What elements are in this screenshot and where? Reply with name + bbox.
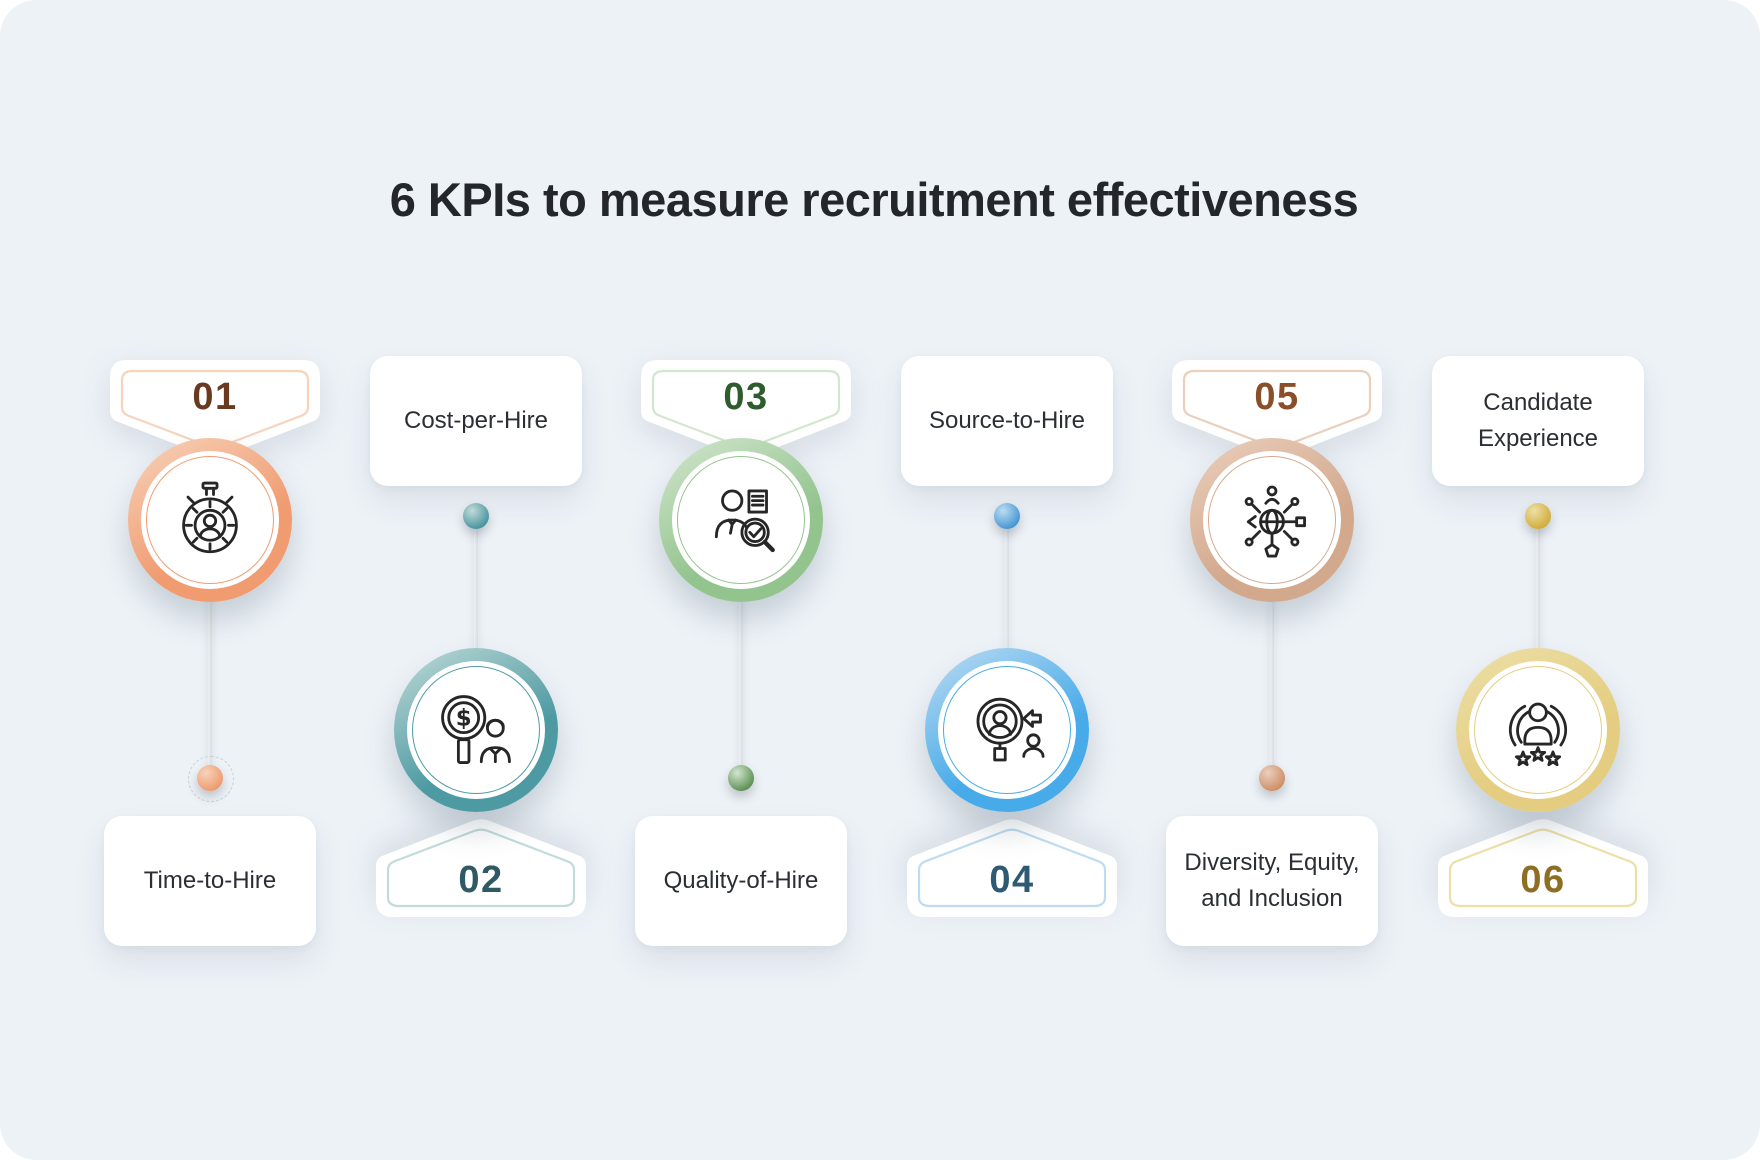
badge-shape: [1438, 819, 1648, 917]
kpi-column-time-to-hire: 01 Time-to-Hire: [90, 0, 330, 1160]
kpi-column-source-to-hire: Source-to-Hire: [887, 0, 1127, 1160]
kpi-label: Candidate Experience: [1477, 389, 1599, 452]
connector-line: [1536, 516, 1540, 734]
kpi-label-card: Quality-of-Hire: [635, 816, 847, 946]
quality-check-magnifier-icon: [714, 489, 775, 553]
kpi-label: Time-to-Hire: [143, 867, 277, 894]
step-number-badge: 02: [376, 817, 586, 917]
step-number: 02: [458, 859, 504, 901]
dashed-ring: [188, 756, 234, 802]
step-number: 04: [989, 859, 1035, 901]
kpi-column-cost-per-hire: Cost-per-Hire $: [356, 0, 596, 1160]
step-number-badge: 04: [907, 817, 1117, 917]
step-number-badge: 06: [1438, 817, 1648, 917]
kpi-column-quality-of-hire: 03 Quality-of-Hire: [621, 0, 861, 1160]
connector-dot: [1259, 765, 1285, 791]
step-number: 05: [1254, 376, 1300, 418]
connector-line: [1270, 520, 1274, 778]
connector-line: [739, 520, 743, 778]
kpi-column-candidate-experience: Candidate Experience: [1418, 0, 1658, 1160]
cost-magnifier-person-icon: $: [441, 695, 511, 764]
kpi-icon-circle: [925, 648, 1089, 812]
kpi-label-card: Cost-per-Hire: [370, 356, 582, 486]
candidate-rating-stars-icon: [1508, 702, 1568, 767]
badge-shape: [376, 819, 586, 917]
step-number: 03: [723, 376, 769, 418]
connector-line: [1005, 516, 1009, 734]
step-number: 06: [1520, 859, 1566, 901]
kpi-label-card: Candidate Experience: [1432, 356, 1644, 486]
dei-network-globe-icon: [1244, 485, 1306, 558]
connector-dot: [994, 503, 1020, 529]
connector-dot: [197, 765, 223, 791]
kpi-label-card: Time-to-Hire: [104, 816, 316, 946]
connector-dot: [728, 765, 754, 791]
kpi-label-card: Diversity, Equity, and Inclusion: [1166, 816, 1378, 946]
kpi-icon-circle: $: [394, 648, 558, 812]
sourcing-magnifier-person-icon: [976, 697, 1045, 762]
step-number: 01: [192, 376, 238, 418]
connector-dot: [463, 503, 489, 529]
connector-line: [208, 520, 212, 778]
page-title: 6 KPIs to measure recruitment effectiven…: [389, 173, 1359, 226]
stopwatch-person-icon: [182, 481, 238, 554]
connector-line: [474, 516, 478, 734]
kpi-label: Cost-per-Hire: [403, 407, 549, 434]
kpi-icon-circle: [659, 438, 823, 602]
kpi-icon-circle: [128, 438, 292, 602]
kpi-icon-circle: [1456, 648, 1620, 812]
badge-shape: [907, 819, 1117, 917]
kpi-label: Quality-of-Hire: [663, 867, 819, 894]
kpi-column-diversity-equity-inclusion: 05: [1152, 0, 1392, 1160]
kpi-icon-circle: [1190, 438, 1354, 602]
kpi-label: Diversity, Equity, and Inclusion: [1184, 849, 1360, 912]
kpi-label-card: Source-to-Hire: [901, 356, 1113, 486]
svg-text:$: $: [456, 706, 472, 732]
connector-dot: [1525, 503, 1551, 529]
kpi-label: Source-to-Hire: [928, 407, 1086, 434]
